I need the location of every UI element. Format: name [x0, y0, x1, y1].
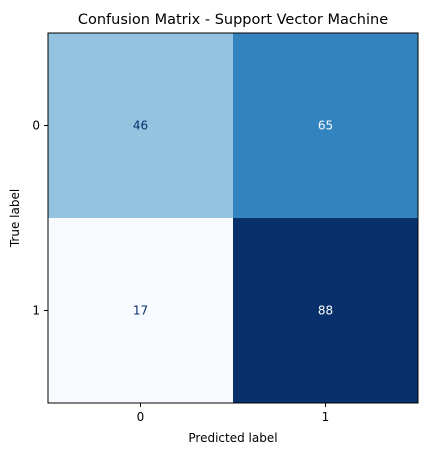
cell-value-0-0: 46: [133, 119, 148, 133]
heatmap-cell-0-1: [233, 33, 418, 218]
y-axis-ticks: 01: [32, 119, 48, 318]
chart-title: Confusion Matrix - Support Vector Machin…: [78, 12, 388, 28]
y-tick-label-1: 1: [32, 304, 40, 318]
heatmap-cell-1-0: [48, 218, 233, 403]
x-axis-label: Predicted label: [188, 431, 277, 445]
cell-value-0-1: 65: [318, 119, 333, 133]
heatmap-cell-1-1: [233, 218, 418, 403]
heatmap-cells: [48, 33, 418, 403]
cell-value-1-0: 17: [133, 304, 148, 318]
plot-frame: [47, 32, 419, 404]
x-tick-label-1: 1: [322, 410, 330, 424]
y-axis-label: True label: [8, 189, 22, 248]
x-tick-label-0: 0: [137, 410, 145, 424]
heatmap-cell-0-0: [48, 33, 233, 218]
y-tick-label-0: 0: [32, 119, 40, 133]
heatmap-cell-labels: 46 65 17 88: [133, 119, 333, 318]
cell-value-1-1: 88: [318, 304, 333, 318]
